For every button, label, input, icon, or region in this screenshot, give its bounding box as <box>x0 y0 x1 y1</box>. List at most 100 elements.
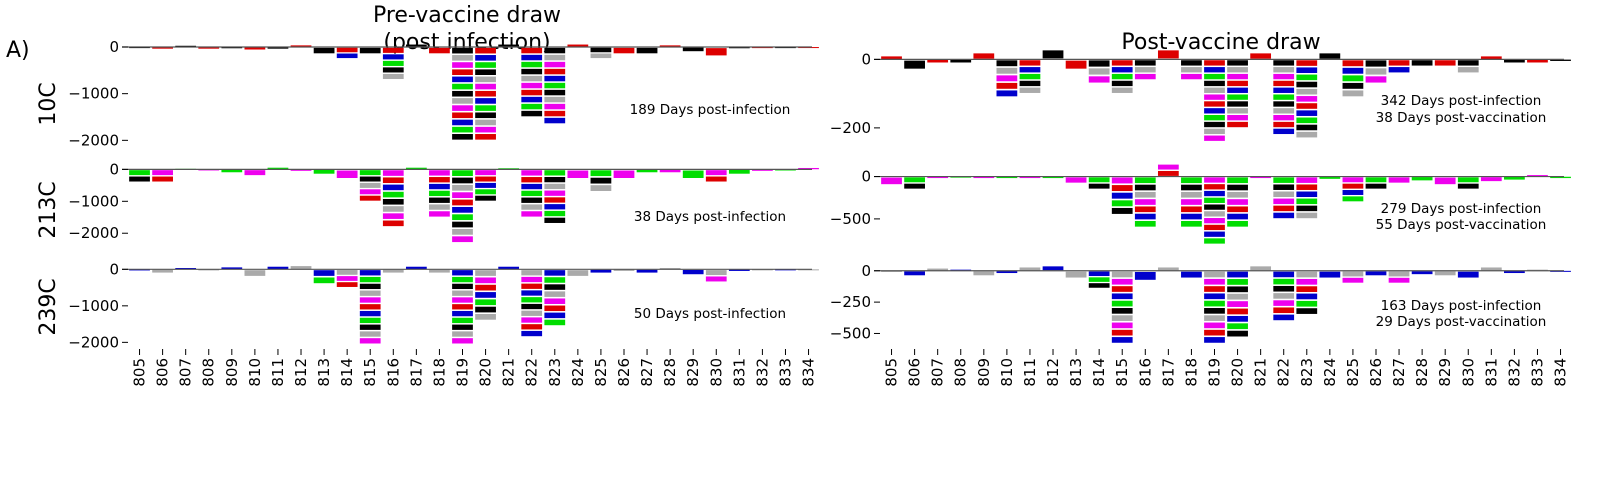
logo-stack-812 <box>290 266 312 269</box>
logo-letter <box>659 169 681 173</box>
right-column-title: Post-vaccine draw <box>1121 30 1320 55</box>
logo-stack-826 <box>1365 177 1387 189</box>
logo-stack-828 <box>659 45 681 47</box>
xtick-label: 827 <box>1390 358 1408 387</box>
logo-letter <box>521 190 543 197</box>
logo-stack-807 <box>927 268 949 271</box>
xtick-label: 807 <box>177 358 195 387</box>
xtick-label: 828 <box>1413 358 1431 387</box>
logo-letter <box>1273 177 1295 183</box>
logo-letter <box>475 284 496 291</box>
logo-letter <box>452 47 473 54</box>
xtick-label: 828 <box>661 358 679 387</box>
logo-letter <box>1204 60 1225 66</box>
logo-stack-805 <box>129 47 150 49</box>
logo-stack-815 <box>1111 177 1133 214</box>
logo-letter <box>152 176 173 182</box>
logo-stack-809 <box>973 53 995 59</box>
logo-letter <box>1342 60 1364 67</box>
logo-stack-813 <box>1065 177 1087 183</box>
logo-letter <box>267 47 289 49</box>
logo-letter <box>452 105 473 111</box>
xtick-label: 810 <box>246 358 264 387</box>
logo-letter <box>498 168 520 170</box>
logo-letter <box>1273 73 1295 80</box>
logo-letter <box>359 170 381 176</box>
logo-letter <box>244 170 266 176</box>
logo-letter <box>544 47 566 54</box>
logo-letter <box>359 276 381 283</box>
logo-letter <box>521 283 543 289</box>
logo-letter <box>498 44 520 47</box>
logo-stack-817 <box>1157 164 1179 176</box>
logo-letter <box>1273 191 1295 198</box>
logo-stack-830 <box>1457 177 1479 189</box>
logo-stack-807 <box>927 59 949 63</box>
logo-letter <box>1204 94 1225 100</box>
logo-letter <box>1296 60 1318 66</box>
xtick-label: 822 <box>523 358 541 387</box>
logo-stack-815 <box>359 270 381 344</box>
logo-stack-832 <box>752 169 773 171</box>
logo-letter <box>752 47 773 49</box>
logo-letter <box>336 53 358 59</box>
logo-stack-823 <box>544 270 566 326</box>
logo-stack-810 <box>244 270 266 276</box>
logo-letter <box>1134 191 1156 198</box>
xtick-label: 823 <box>546 358 564 387</box>
logo-stack-814 <box>1088 177 1110 189</box>
logo-stack-830 <box>705 270 727 282</box>
logo-letter <box>567 270 589 276</box>
logo-stack-834 <box>1550 59 1571 61</box>
xtick-label: 814 <box>1090 358 1108 387</box>
logo-letter <box>544 312 566 319</box>
logo-letter <box>590 185 612 191</box>
logo-stack-814 <box>336 270 358 287</box>
ytick-label: 0 <box>109 160 119 178</box>
logo-letter <box>1088 271 1110 277</box>
logo-letter <box>1273 108 1295 114</box>
logo-letter <box>1204 293 1225 300</box>
xtick-label: 817 <box>1159 358 1177 387</box>
logo-letter <box>973 271 995 276</box>
logo-letter <box>544 170 566 176</box>
logo-letter <box>1388 177 1410 183</box>
logo-stack-819 <box>1204 60 1225 141</box>
logo-stack-834 <box>798 167 819 170</box>
xtick-label: 827 <box>638 358 656 387</box>
logo-letter <box>1504 271 1525 274</box>
logo-letter <box>1204 184 1225 190</box>
logo-letter <box>1111 87 1133 93</box>
logo-letter <box>1296 81 1318 88</box>
xtick-label: 815 <box>361 358 379 387</box>
logo-letter <box>1273 60 1295 66</box>
logo-letter <box>1204 238 1225 244</box>
logo-letter <box>544 176 566 183</box>
logo-letter <box>452 290 473 296</box>
logo-letter <box>1227 177 1248 184</box>
logo-letter <box>498 266 520 270</box>
logo-stack-813 <box>1065 271 1087 278</box>
xtick-label: 818 <box>430 358 448 387</box>
logo-letter <box>1296 300 1318 307</box>
logo-letter <box>544 217 566 223</box>
logo-letter <box>1111 337 1133 343</box>
logo-letter <box>1204 211 1225 217</box>
xtick-label: 829 <box>684 358 702 387</box>
logo-stack-811 <box>1019 60 1041 93</box>
logo-letter <box>1273 121 1295 128</box>
logo-letter <box>452 76 473 83</box>
logo-stack-825 <box>590 269 612 273</box>
logo-letter <box>1319 176 1341 179</box>
logo-stack-809 <box>221 169 243 173</box>
logo-letter <box>1227 308 1248 315</box>
logo-letter <box>382 206 404 212</box>
logo-letter <box>1227 330 1248 337</box>
logo-letter <box>429 183 450 190</box>
logo-letter <box>1204 224 1225 231</box>
logo-stack-830 <box>705 48 727 56</box>
logo-letter <box>1134 184 1156 191</box>
logo-stack-819 <box>452 47 473 140</box>
logo-stack-808 <box>950 59 972 63</box>
logo-letter <box>1134 60 1156 66</box>
